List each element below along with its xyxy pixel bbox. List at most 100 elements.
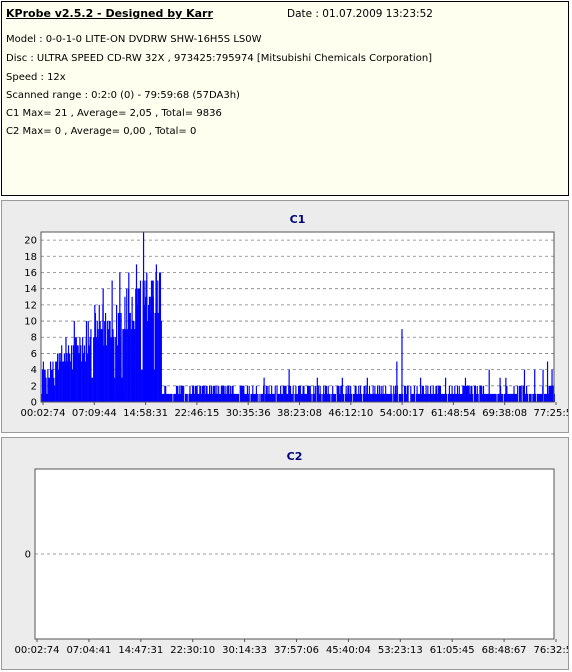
- c1-bar: [513, 385, 515, 402]
- c1-bar: [368, 385, 371, 402]
- c1-bar: [506, 385, 508, 402]
- c1-bar: [49, 377, 51, 402]
- c-error-bars: [41, 232, 556, 402]
- c1-bar: [305, 393, 307, 402]
- c1-spike-bar: [542, 369, 544, 402]
- c1-bar: [225, 385, 227, 402]
- c1-bar: [391, 393, 393, 402]
- c1-bar: [99, 321, 101, 402]
- c1-bar: [204, 393, 206, 402]
- c1-bar: [154, 312, 156, 402]
- c1-bar: [486, 393, 488, 402]
- c1-bar: [500, 393, 503, 402]
- c1-bar: [185, 393, 187, 402]
- c1-bar: [356, 393, 358, 402]
- c1-bar: [144, 280, 146, 402]
- c1-bar: [107, 329, 109, 402]
- c1-bar: [339, 393, 341, 402]
- c1-bar: [365, 393, 367, 402]
- disc-line: Disc : ULTRA SPEED CD-RW 32X , 973425:79…: [6, 53, 433, 64]
- c1-bar: [405, 393, 407, 402]
- c1-bar: [440, 393, 442, 402]
- c1-bar: [463, 385, 465, 402]
- c1-bar: [324, 393, 326, 402]
- c1-bar: [368, 393, 370, 402]
- y-tick-label: 8: [31, 333, 37, 344]
- c1-bar: [280, 393, 283, 402]
- c1-bar: [174, 393, 176, 402]
- c1-spike-bar: [57, 353, 59, 402]
- c1-bar: [314, 393, 316, 402]
- x-tick-label: 00:02:74: [15, 645, 60, 656]
- c1-bar: [471, 385, 473, 402]
- c1-bar: [192, 385, 195, 402]
- plot-frame: [40, 231, 555, 403]
- c1-bar: [215, 393, 217, 402]
- c1-bar: [538, 393, 540, 402]
- c1-bar: [183, 385, 185, 402]
- c1-bar: [210, 393, 212, 402]
- c1-bar: [139, 280, 142, 402]
- c1-bar: [355, 385, 357, 402]
- c1-bar: [552, 385, 554, 402]
- c1-bar: [448, 385, 450, 402]
- c1-bar: [372, 385, 374, 402]
- c1-bar: [352, 393, 354, 402]
- c1-bar: [227, 385, 230, 402]
- c1-bar: [429, 385, 432, 402]
- c1-bar: [432, 385, 434, 402]
- c1-spike-bar: [499, 377, 501, 402]
- c1-bar: [350, 385, 352, 402]
- c1-bar: [262, 393, 264, 402]
- c1-bar: [481, 385, 483, 402]
- c1-bar: [358, 385, 360, 402]
- c1-bar: [184, 393, 187, 402]
- c1-bar: [57, 369, 59, 402]
- c1-bar: [256, 393, 258, 402]
- c1-bar: [182, 385, 184, 402]
- c1-bar: [544, 393, 547, 402]
- c1-bar: [539, 393, 541, 402]
- c1-bar: [189, 385, 191, 402]
- c1-bar: [153, 369, 155, 402]
- c1-bar: [245, 393, 247, 402]
- c1-bar: [347, 385, 349, 402]
- c1-bar: [411, 393, 413, 402]
- c1-bar: [359, 385, 362, 402]
- c1-bar: [487, 393, 489, 402]
- c1-bar: [151, 280, 153, 402]
- c1-bar: [236, 393, 238, 402]
- c1-bar: [270, 393, 272, 402]
- c1-bar: [453, 393, 455, 402]
- c1-bar: [147, 304, 150, 402]
- x-tick-label: 69:38:08: [482, 408, 527, 419]
- c1-bar: [460, 393, 462, 402]
- c1-bar: [60, 353, 62, 402]
- c1-bar: [348, 385, 350, 402]
- c1-bar: [261, 393, 263, 402]
- c1-bar: [383, 393, 385, 402]
- c1-spike-bar: [119, 272, 121, 402]
- c1-bar: [303, 385, 305, 402]
- c1-bar: [88, 345, 90, 402]
- c1-chart: C1 0 2 4 6 8 10 12 14 16 18 20 00:02:74 07:09:44 14:58…: [21, 213, 568, 419]
- c1-bar: [412, 393, 415, 402]
- c1-bar: [165, 385, 167, 402]
- c1-bar: [357, 393, 359, 402]
- c1-bar: [345, 385, 347, 402]
- c1-bar: [223, 385, 225, 402]
- c1-bar: [276, 385, 278, 402]
- c1-bar: [495, 393, 497, 402]
- c1-bar: [191, 393, 193, 402]
- c1-bar: [307, 385, 310, 402]
- c1-bar: [141, 369, 143, 402]
- c1-bar: [175, 393, 177, 402]
- c1-bar: [268, 385, 270, 402]
- c1-bar: [277, 393, 279, 402]
- c1-bar: [431, 393, 433, 402]
- c1-bar: [371, 393, 373, 402]
- x-tick-label: 14:47:31: [118, 645, 163, 656]
- c1-bar: [251, 393, 253, 402]
- c1-bar: [164, 385, 166, 402]
- c1-bar: [482, 385, 485, 402]
